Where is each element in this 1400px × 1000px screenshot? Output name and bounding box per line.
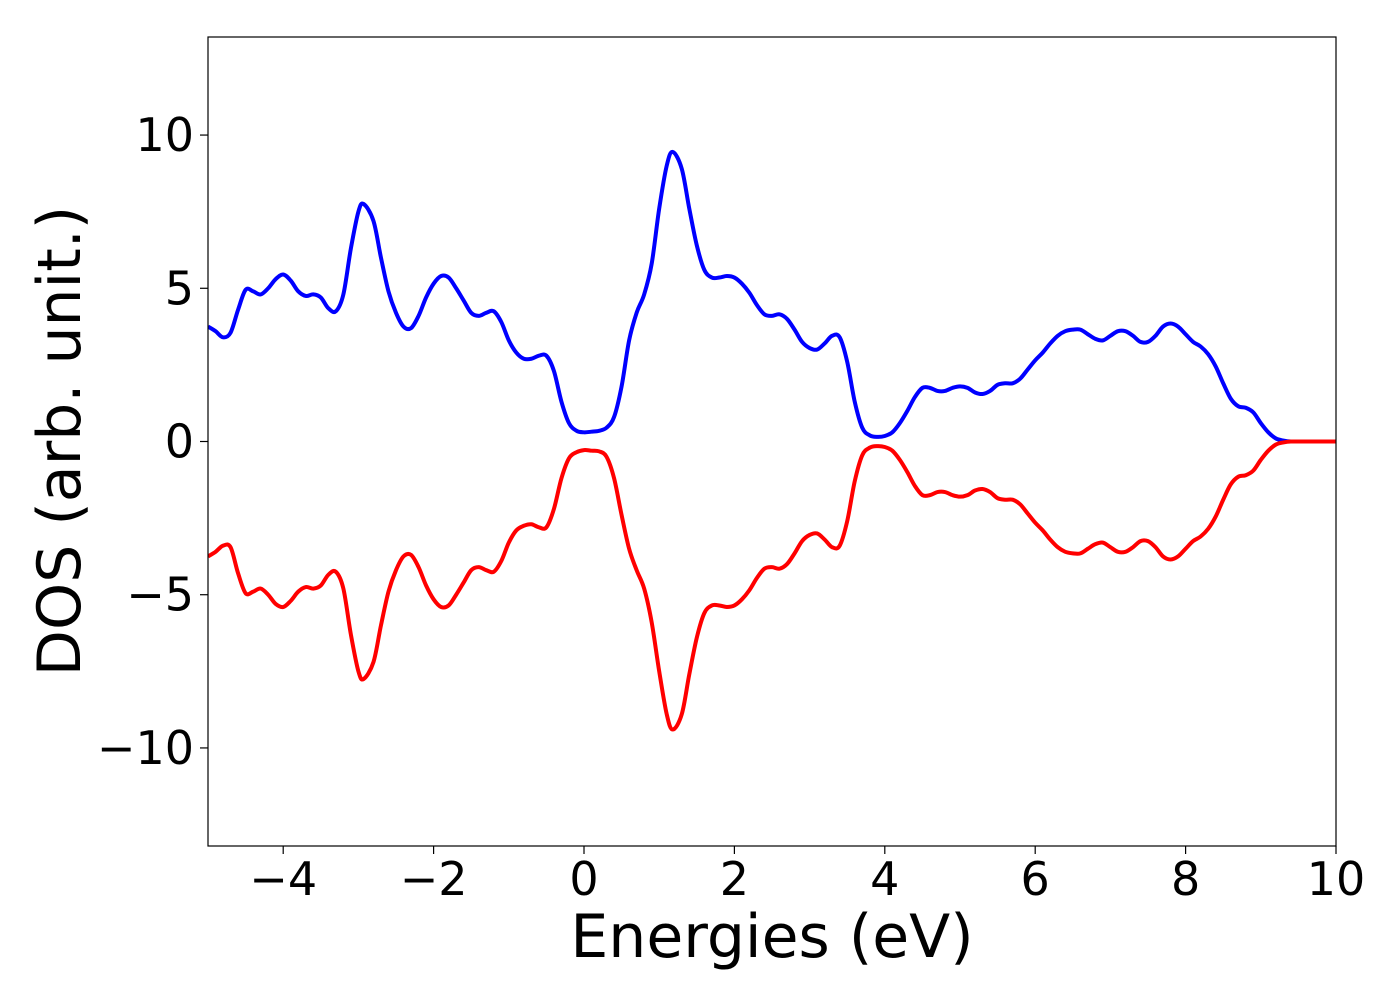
y-axis-label: DOS (arb. unit.) <box>25 206 95 676</box>
series-layer <box>208 149 1336 732</box>
y-tick-label: 10 <box>135 108 194 162</box>
y-tick-label: 5 <box>165 261 194 315</box>
y-tick-label: 0 <box>165 415 194 469</box>
x-tick-label: 2 <box>720 852 749 906</box>
y-tick-label: −5 <box>126 568 194 622</box>
x-tick-label: 10 <box>1307 852 1366 906</box>
x-tick-label: −4 <box>249 852 317 906</box>
x-axis-label: Energies (eV) <box>570 902 973 972</box>
x-tick-label: 0 <box>569 852 598 906</box>
y-axis-ticks: −10 −5 0 5 10 <box>97 108 208 775</box>
x-tick-label: 4 <box>870 852 899 906</box>
x-tick-label: −2 <box>400 852 468 906</box>
y-tick-label: −10 <box>97 721 194 775</box>
plot-background <box>208 37 1336 846</box>
x-axis-ticks: −4 −2 0 2 4 6 8 10 <box>249 846 1365 906</box>
x-tick-label: 8 <box>1171 852 1200 906</box>
series-line-down <box>208 439 1336 732</box>
x-tick-label: 6 <box>1021 852 1050 906</box>
series-line-up <box>208 149 1336 444</box>
